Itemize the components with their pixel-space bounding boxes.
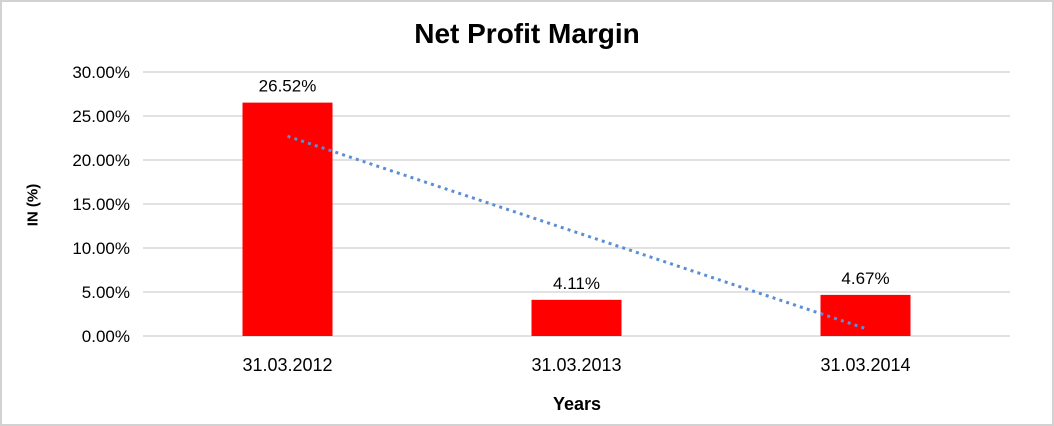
bar: [531, 299, 622, 336]
chart-title: Net Profit Margin: [414, 18, 640, 49]
data-label: 4.11%: [553, 274, 600, 293]
trendline: [287, 134, 866, 330]
category-label: 31.03.2013: [531, 355, 621, 375]
x-axis-title: Years: [552, 394, 602, 414]
bar: [820, 294, 911, 336]
y-tick-label: 20.00%: [72, 151, 130, 170]
y-tick-label: 25.00%: [72, 107, 130, 126]
category-label: 31.03.2014: [820, 355, 910, 375]
y-tick-label: 30.00%: [72, 63, 130, 82]
y-axis-title: IN (%): [24, 183, 42, 227]
bar: [242, 102, 333, 337]
data-label: 26.52%: [259, 77, 317, 96]
y-tick-label: 10.00%: [72, 239, 130, 258]
y-tick-label: 5.00%: [82, 283, 130, 302]
y-tick-label: 15.00%: [72, 195, 130, 214]
y-tick-label: 0.00%: [82, 327, 130, 346]
category-label: 31.03.2012: [242, 355, 332, 375]
data-label: 4.67%: [841, 269, 889, 288]
